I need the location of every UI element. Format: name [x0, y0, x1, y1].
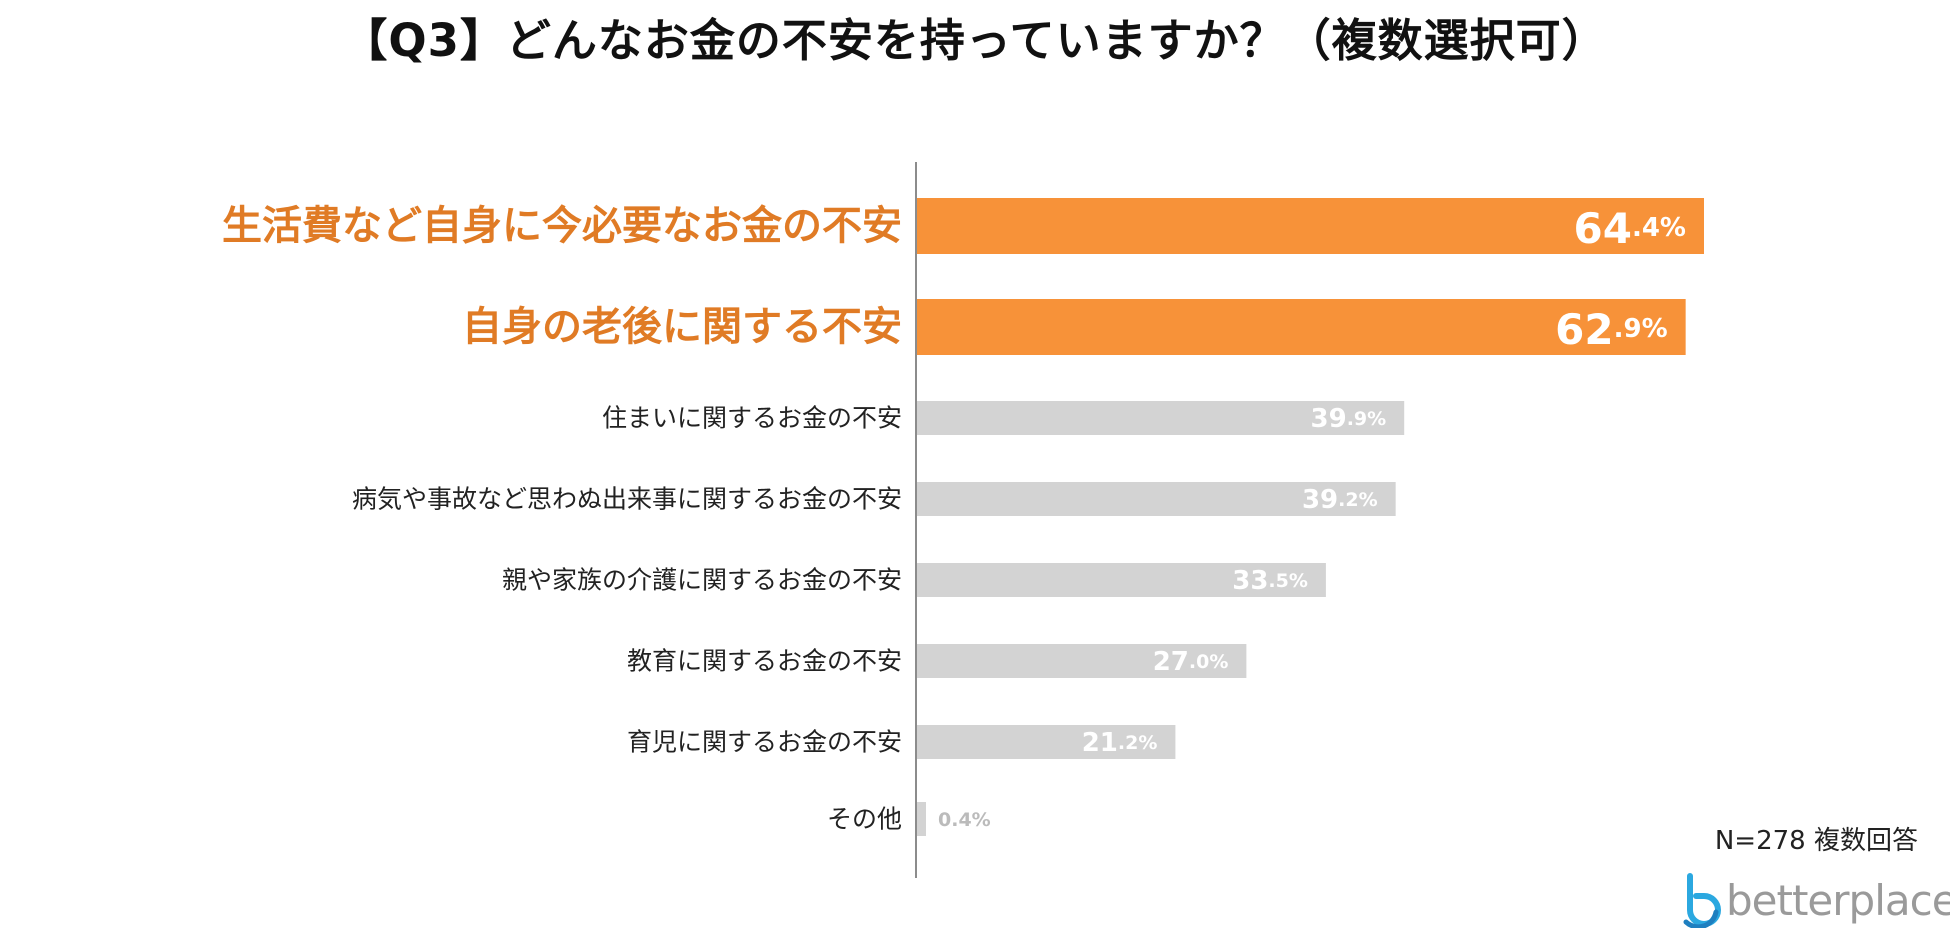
category-label-7: その他: [827, 805, 902, 834]
value-label-0: 64.4%: [1574, 204, 1686, 253]
value-label-7: 0.4%: [938, 809, 991, 831]
bar-7: [916, 802, 926, 836]
bar-0: [916, 198, 1704, 254]
betterplace-logo-icon: [1683, 873, 1721, 928]
chart-title: 【Q3】どんなお金の不安を持っていますか？（複数選択可）: [342, 14, 1608, 67]
bar-5: [916, 644, 1247, 678]
bar-4: [916, 563, 1326, 597]
category-label-1: 自身の老後に関する不安: [462, 304, 902, 350]
value-label-1: 62.9%: [1555, 305, 1667, 354]
sample-size-note: N=278 複数回答: [1714, 826, 1918, 856]
bar-6: [916, 725, 1176, 759]
category-label-0: 生活費など自身に今必要なお金の不安: [222, 203, 902, 249]
logo-text: betterplace: [1726, 875, 1950, 925]
bar-3: [916, 482, 1396, 516]
value-label-3: 39.2%: [1302, 485, 1378, 515]
category-label-2: 住まいに関するお金の不安: [602, 404, 902, 433]
bar-1: [916, 299, 1686, 355]
category-label-4: 親や家族の介護に関するお金の不安: [502, 566, 902, 595]
brand-logo: betterplace: [1680, 872, 1950, 928]
category-label-3: 病気や事故など思わぬ出来事に関するお金の不安: [352, 485, 902, 514]
value-label-6: 21.2%: [1082, 728, 1158, 758]
bar-2: [916, 401, 1405, 435]
category-label-6: 育児に関するお金の不安: [627, 728, 902, 757]
value-label-5: 27.0%: [1153, 647, 1229, 677]
value-label-4: 33.5%: [1232, 566, 1308, 596]
category-label-5: 教育に関するお金の不安: [627, 647, 902, 676]
value-label-2: 39.9%: [1311, 404, 1387, 434]
